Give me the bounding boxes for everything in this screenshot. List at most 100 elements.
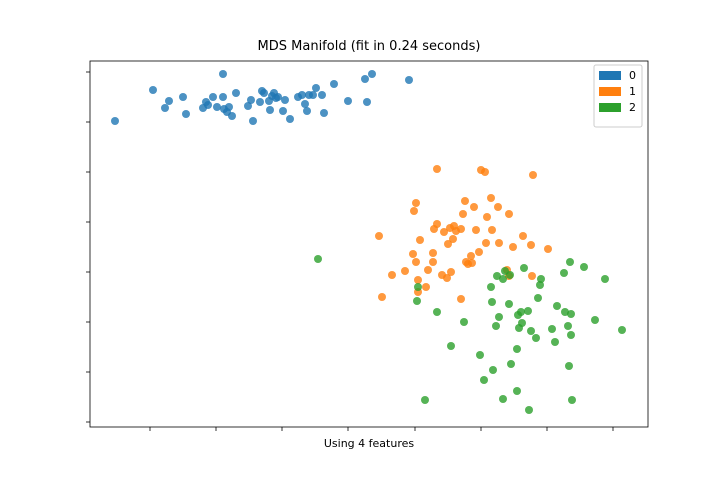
scatter-point — [219, 93, 227, 101]
scatter-point — [111, 117, 119, 125]
scatter-point — [459, 210, 467, 218]
scatter-point — [493, 272, 501, 280]
scatter-point — [527, 327, 535, 335]
x-axis-label: Using 4 features — [324, 437, 414, 450]
scatter-point — [401, 267, 409, 275]
scatter-point — [279, 107, 287, 115]
scatter-point — [525, 406, 533, 414]
scatter-point — [440, 228, 448, 236]
scatter-point — [413, 297, 421, 305]
scatter-point — [232, 89, 240, 97]
scatter-point — [527, 241, 535, 249]
scatter-point — [518, 319, 526, 327]
scatter-point — [524, 307, 532, 315]
scatter-point — [487, 194, 495, 202]
scatter-point — [421, 396, 429, 404]
scatter-point — [564, 322, 572, 330]
scatter-point — [410, 207, 418, 215]
scatter-point — [444, 240, 452, 248]
scatter-point — [560, 269, 568, 277]
scatter-point — [249, 117, 257, 125]
scatter-point — [467, 252, 475, 260]
scatter-point — [601, 275, 609, 283]
scatter-point — [468, 259, 476, 267]
scatter-point — [494, 203, 502, 211]
scatter-point — [520, 264, 528, 272]
scatter-point — [482, 239, 490, 247]
scatter-point — [513, 345, 521, 353]
scatter-point — [483, 213, 491, 221]
scatter-point — [492, 322, 500, 330]
scatter-point — [286, 115, 294, 123]
scatter-point — [412, 258, 420, 266]
scatter-point — [412, 199, 420, 207]
scatter-point — [447, 268, 455, 276]
scatter-point — [566, 258, 574, 266]
scatter-point — [204, 101, 212, 109]
legend-label: 2 — [629, 101, 636, 114]
scatter-point — [488, 226, 496, 234]
scatter-point — [281, 96, 289, 104]
scatter-point — [532, 334, 540, 342]
scatter-point — [244, 102, 252, 110]
scatter-point — [580, 263, 588, 271]
scatter-point — [303, 107, 311, 115]
scatter-point — [489, 366, 497, 374]
scatter-point — [480, 376, 488, 384]
scatter-point — [509, 243, 517, 251]
scatter-point — [618, 326, 626, 334]
scatter-point — [457, 225, 465, 233]
legend-label: 1 — [629, 85, 636, 98]
scatter-point — [472, 226, 480, 234]
scatter-point — [460, 318, 468, 326]
scatter-point — [213, 103, 221, 111]
scatter-point — [537, 275, 545, 283]
scatter-point — [506, 271, 514, 279]
scatter-point — [534, 294, 542, 302]
scatter-point — [457, 295, 465, 303]
scatter-point — [182, 110, 190, 118]
scatter-point — [519, 232, 527, 240]
scatter-point — [318, 91, 326, 99]
scatter-point — [149, 86, 157, 94]
scatter-point — [274, 93, 282, 101]
scatter-point — [475, 248, 483, 256]
scatter-point — [433, 165, 441, 173]
scatter-point — [544, 245, 552, 253]
scatter-point — [429, 258, 437, 266]
scatter-point — [330, 80, 338, 88]
scatter-point — [378, 293, 386, 301]
scatter-point — [429, 249, 437, 257]
scatter-point — [517, 308, 525, 316]
scatter-point — [476, 351, 484, 359]
scatter-point — [507, 360, 515, 368]
scatter-point — [405, 76, 413, 84]
scatter-point — [312, 84, 320, 92]
scatter-point — [416, 236, 424, 244]
scatter-point — [499, 275, 507, 283]
scatter-point — [219, 70, 227, 78]
scatter-point — [495, 313, 503, 321]
scatter-point — [414, 283, 422, 291]
scatter-point — [591, 316, 599, 324]
scatter-point — [568, 396, 576, 404]
scatter-point — [488, 298, 496, 306]
scatter-point — [344, 97, 352, 105]
scatter-point — [314, 255, 322, 263]
scatter-point — [553, 302, 561, 310]
scatter-point — [567, 331, 575, 339]
scatter-point — [298, 91, 306, 99]
scatter-point — [470, 203, 478, 211]
scatter-point — [449, 235, 457, 243]
scatter-point — [161, 104, 169, 112]
scatter-point — [414, 276, 422, 284]
scatter-point — [481, 168, 489, 176]
scatter-point — [447, 342, 455, 350]
scatter-point — [567, 310, 575, 318]
scatter-point — [368, 70, 376, 78]
chart-title: MDS Manifold (fit in 0.24 seconds) — [258, 39, 481, 54]
scatter-point — [495, 239, 503, 247]
scatter-point — [301, 100, 309, 108]
legend-swatch — [599, 71, 621, 80]
